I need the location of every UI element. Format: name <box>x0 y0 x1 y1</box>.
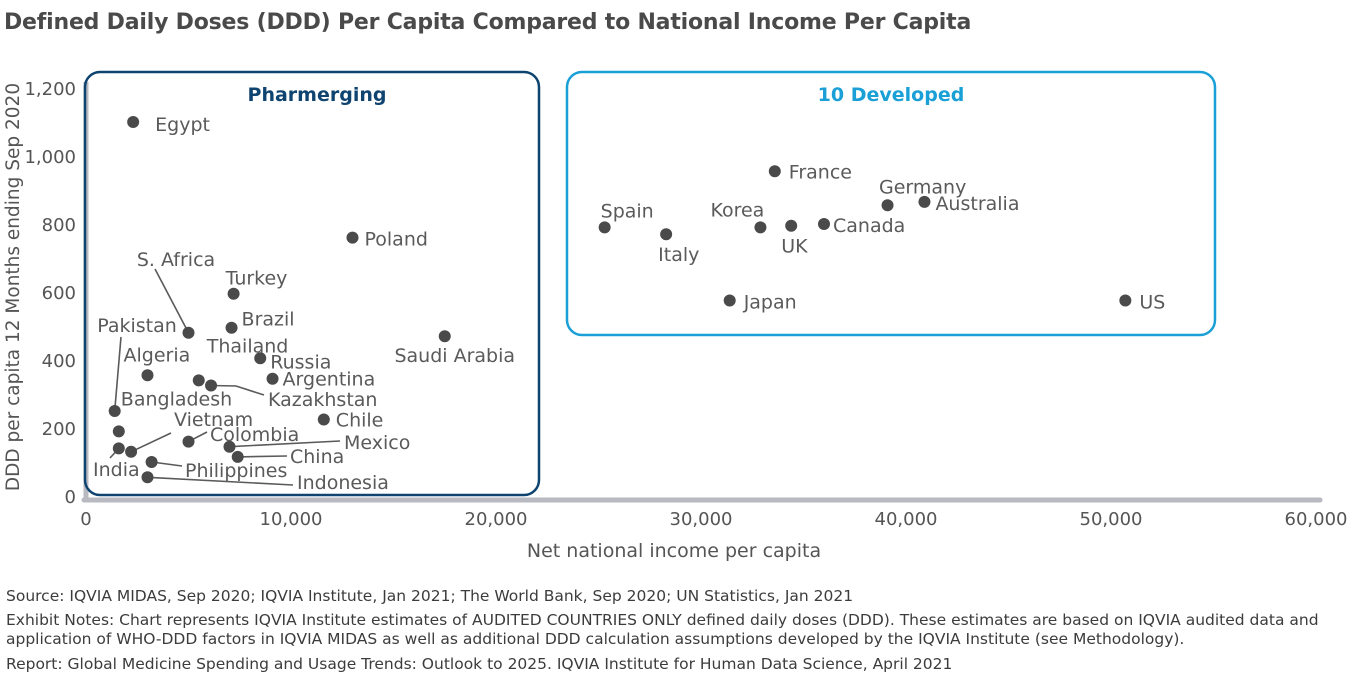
point-label-indonesia: Indonesia <box>297 472 389 494</box>
point-label-korea: Korea <box>710 199 764 221</box>
point-label-philippines: Philippines <box>185 460 287 482</box>
point-s-africa <box>182 326 195 339</box>
point-france <box>768 165 781 178</box>
y-tick-label: 1,200 <box>24 79 76 100</box>
data-points <box>108 116 1132 484</box>
point-label-saudi-arabia: Saudi Arabia <box>394 345 515 367</box>
point-label-canada: Canada <box>833 215 905 237</box>
axes: 0 200 400 600 800 1,000 1,200 0 10,000 20,000 30,0… <box>3 79 1347 562</box>
leader-line-pakistan <box>113 336 122 412</box>
x-tick-label: 20,000 <box>465 509 528 530</box>
point-thailand <box>192 374 205 387</box>
exhibit-notes: Exhibit Notes: Chart represents IQVIA In… <box>6 611 1319 648</box>
point-label-bangladesh: Bangladesh <box>121 388 232 410</box>
point-label-australia: Australia <box>935 193 1019 215</box>
point-spain <box>598 221 611 234</box>
point-italy <box>660 228 673 241</box>
point-indonesia <box>141 471 154 484</box>
point-label-france: France <box>789 161 852 183</box>
point-label-chile: Chile <box>336 410 384 432</box>
x-axis-title: Net national income per capita <box>527 540 821 562</box>
point-australia <box>918 195 931 208</box>
point-labels: Egypt Poland Turkey S. Africa Brazil Saudi Ar… <box>93 114 1165 494</box>
leader-line-kazakhstan <box>211 384 265 396</box>
point-colombia <box>182 435 195 448</box>
point-label-india: India <box>93 459 140 481</box>
point-label-egypt: Egypt <box>155 114 210 136</box>
x-tick-label: 60,000 <box>1285 509 1348 530</box>
point-saudi-arabia <box>438 330 451 343</box>
point-turkey <box>227 287 240 300</box>
leader-line-mexico <box>229 440 341 448</box>
leader-lines <box>109 268 341 486</box>
group-box-10-developed <box>565 70 1217 337</box>
point-vietnam <box>125 445 138 458</box>
point-label-algeria: Algeria <box>124 344 191 366</box>
point-india <box>112 442 125 455</box>
point-bangladesh <box>112 425 125 438</box>
point-label-italy: Italy <box>658 244 699 266</box>
report-note: Report: Global Medicine Spending and Usa… <box>6 655 953 673</box>
point-label-vietnam: Vietnam <box>174 409 253 431</box>
point-chile <box>317 413 330 426</box>
point-uk <box>785 219 798 232</box>
y-axis-title: DDD per capita 12 Months ending Sep 2020 <box>3 83 24 491</box>
point-japan <box>723 294 736 307</box>
x-tick-label: 10,000 <box>260 509 323 530</box>
point-label-china: China <box>290 446 344 468</box>
point-argentina <box>266 372 279 385</box>
group-label-10-developed: 10 Developed <box>818 84 965 106</box>
point-label-germany: Germany <box>879 176 966 198</box>
point-canada <box>818 218 830 230</box>
point-label-japan: Japan <box>743 292 797 314</box>
point-germany <box>881 199 894 212</box>
x-tick-label: 0 <box>80 509 91 530</box>
point-algeria <box>141 369 154 382</box>
point-label-turkey: Turkey <box>225 268 288 290</box>
group-box-pharmerging <box>83 70 541 497</box>
point-us <box>1119 294 1132 307</box>
point-label-uk: UK <box>781 236 808 258</box>
chart-title: Defined Daily Doses (DDD) Per Capita Com… <box>4 10 972 35</box>
y-tick-label: 800 <box>42 215 76 236</box>
leader-line-vietnam <box>130 432 172 453</box>
point-label-us: US <box>1139 292 1165 314</box>
y-tick-label: 200 <box>42 419 76 440</box>
group-label-pharmerging: Pharmerging <box>248 84 387 106</box>
leader-line-indonesia <box>147 476 294 486</box>
point-russia <box>254 352 267 365</box>
point-egypt <box>127 116 140 128</box>
y-tick-label: 1,000 <box>24 147 76 168</box>
point-label-brazil: Brazil <box>242 309 295 331</box>
point-label-kazakhstan: Kazakhstan <box>268 389 377 411</box>
point-brazil <box>225 321 238 334</box>
x-tick-label: 40,000 <box>875 509 938 530</box>
point-label-s-africa: S. Africa <box>137 249 215 271</box>
point-kazakhstan <box>205 379 218 392</box>
point-label-thailand: Thailand <box>206 335 289 357</box>
scatter-chart: 0 200 400 600 800 1,000 1,200 0 10,000 20,000 30,0… <box>3 70 1347 562</box>
x-tick-label: 50,000 <box>1080 509 1143 530</box>
point-label-mexico: Mexico <box>344 432 410 454</box>
point-korea <box>754 221 767 234</box>
point-label-colombia: Colombia <box>210 424 299 446</box>
point-label-russia: Russia <box>270 351 331 373</box>
point-philippines <box>145 456 158 468</box>
leader-line-s-africa <box>154 268 190 334</box>
group-boxes: Pharmerging 10 Developed <box>83 70 1217 497</box>
point-label-poland: Poland <box>365 229 428 251</box>
y-tick-label: 400 <box>42 351 76 372</box>
source-note: Source: IQVIA MIDAS, Sep 2020; IQVIA Ins… <box>6 587 854 605</box>
point-label-argentina: Argentina <box>283 369 376 391</box>
y-tick-label: 0 <box>65 487 76 508</box>
point-pakistan <box>108 405 121 417</box>
y-tick-label: 600 <box>42 283 76 304</box>
point-mexico <box>223 440 236 453</box>
point-label-spain: Spain <box>601 200 654 222</box>
point-label-pakistan: Pakistan <box>97 315 177 337</box>
point-poland <box>346 231 359 244</box>
x-tick-label: 30,000 <box>670 509 733 530</box>
leader-line-china <box>237 455 288 458</box>
point-china <box>231 450 244 463</box>
